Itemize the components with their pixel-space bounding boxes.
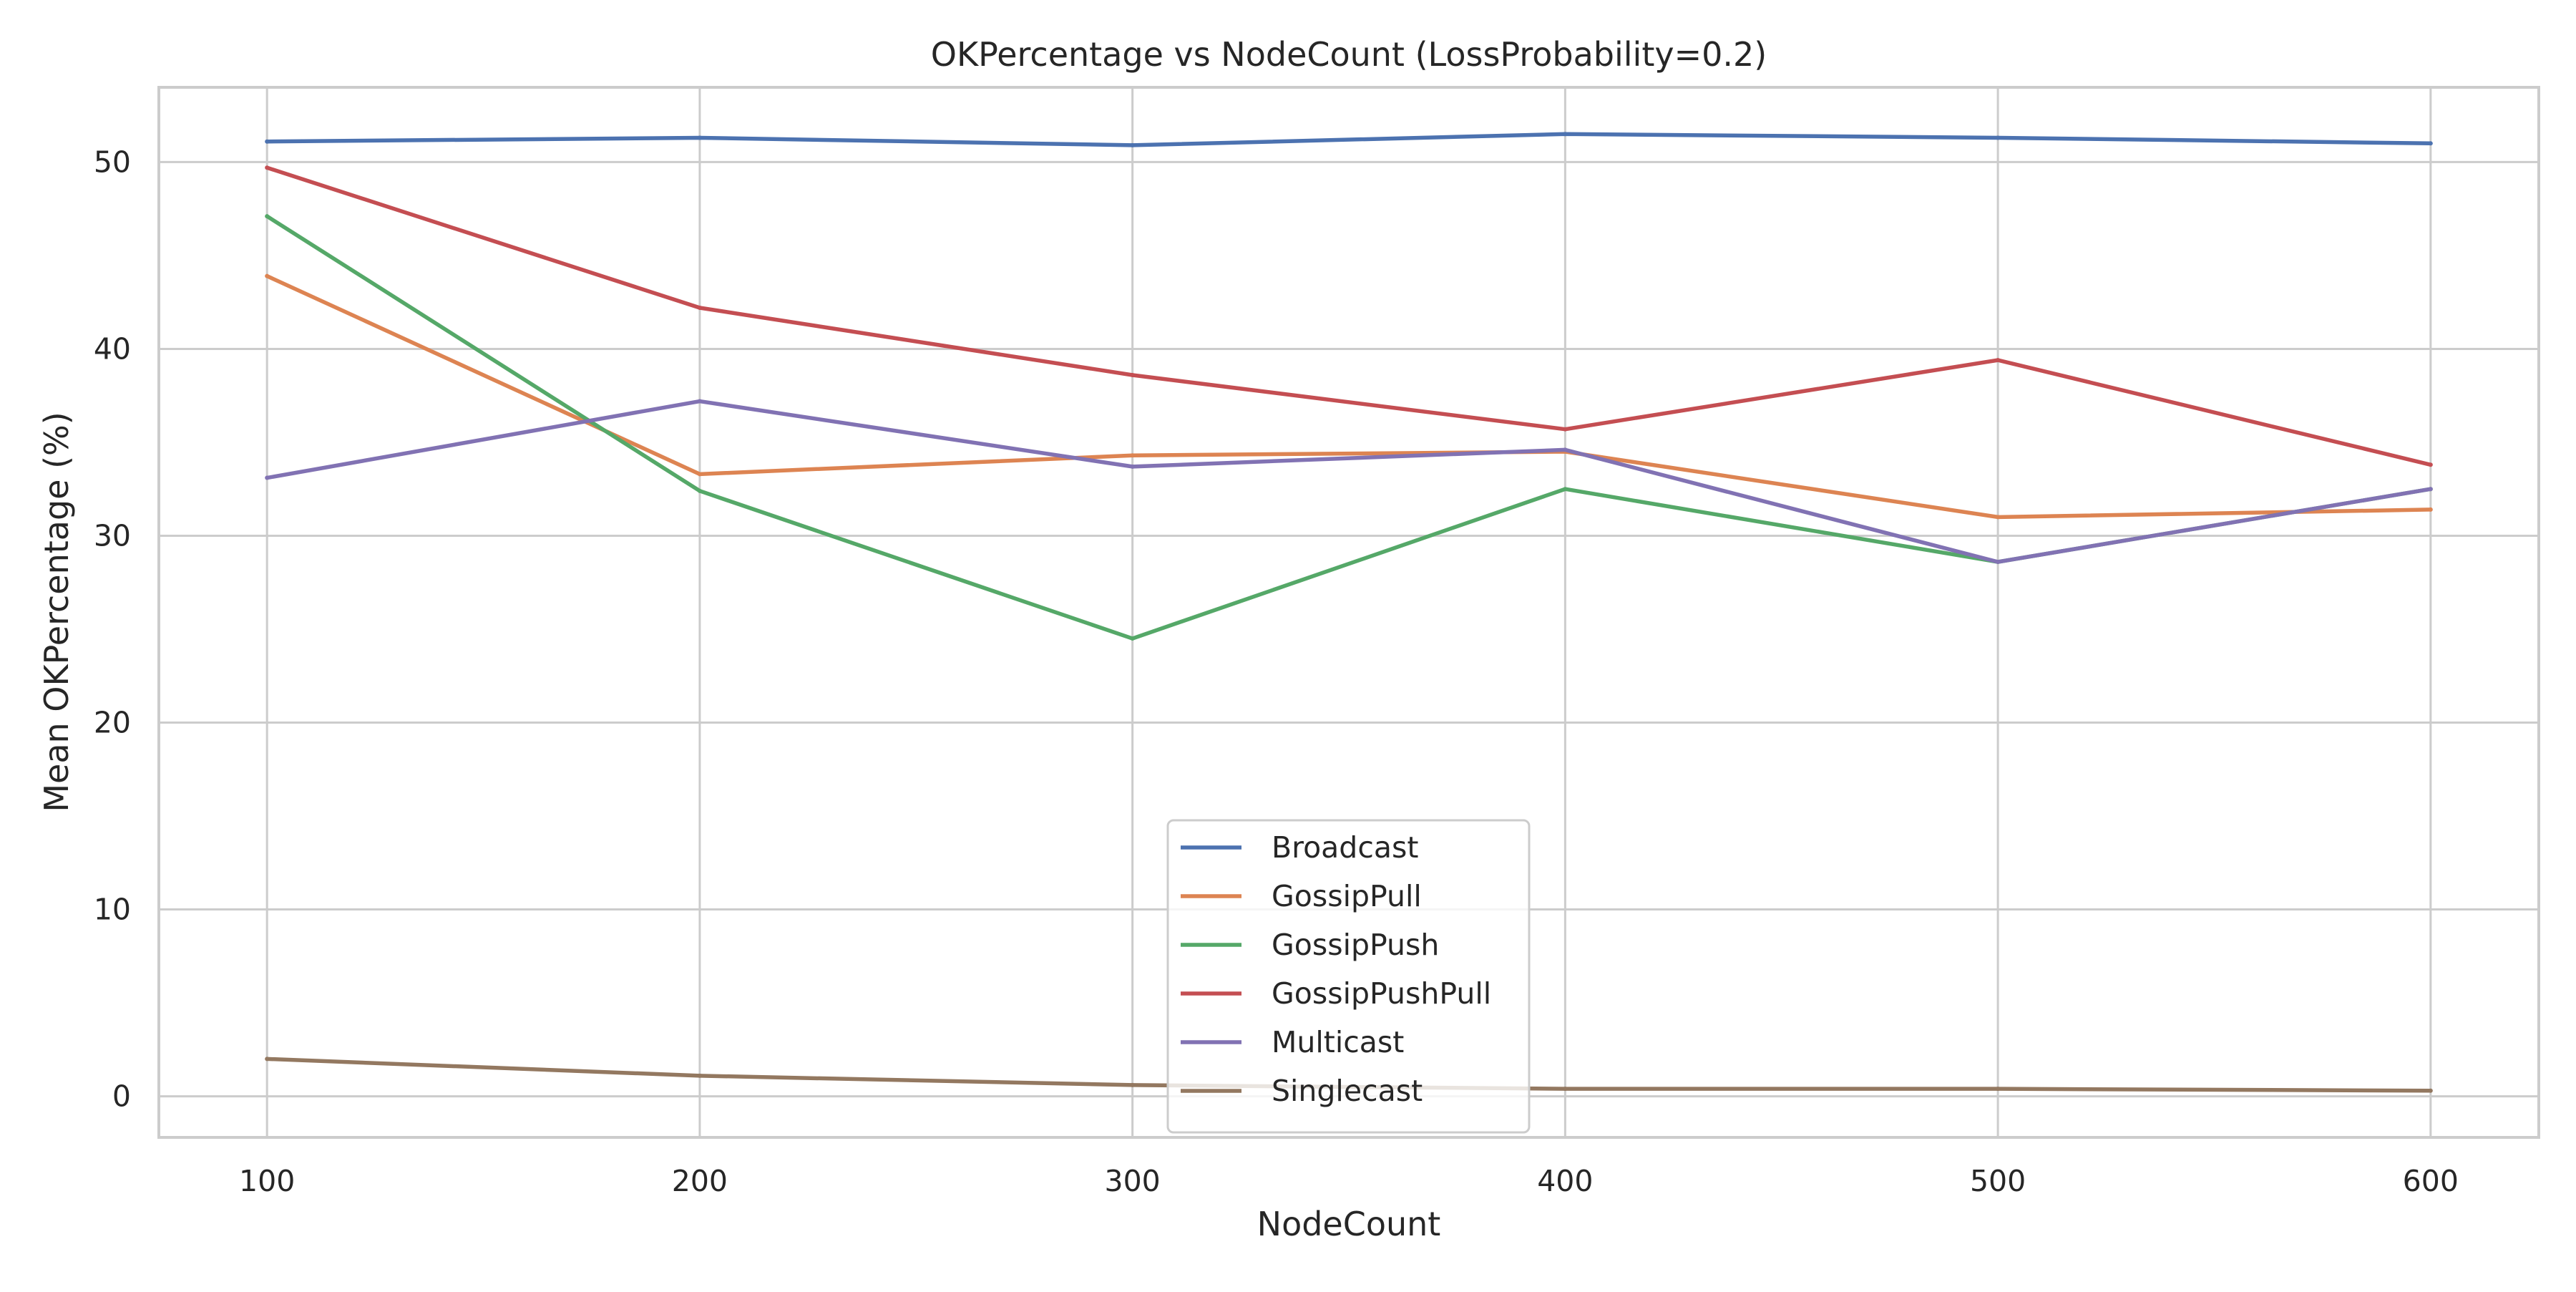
data-point-gossippushpull	[1563, 427, 1568, 432]
y-tick-label: 10	[94, 893, 131, 927]
data-point-gossippushpull	[1130, 372, 1135, 377]
data-point-multicast	[265, 475, 270, 480]
data-point-multicast	[1130, 464, 1135, 469]
legend-label: Singlecast	[1272, 1074, 1423, 1108]
y-tick-labels: 0 10 20 30 40 50	[94, 145, 131, 1113]
legend-label: Multicast	[1272, 1025, 1404, 1059]
x-tick-label: 100	[239, 1164, 295, 1198]
data-point-multicast	[1996, 560, 2001, 565]
x-tick-label: 500	[1970, 1164, 2026, 1198]
data-point-gossippull	[2428, 507, 2433, 512]
series-gossippushpull	[265, 165, 2433, 467]
legend-item-singlecast: Singlecast	[1181, 1074, 1423, 1108]
data-point-multicast	[1563, 447, 1568, 452]
series-line-gossippull	[265, 273, 2433, 520]
data-point-gossippull	[1130, 453, 1135, 458]
data-point-gossippushpull	[2428, 462, 2433, 467]
chart-title: OKPercentage vs NodeCount (LossProbabili…	[931, 35, 1767, 74]
data-point-gossippush	[1563, 487, 1568, 492]
series-line-broadcast	[265, 132, 2433, 147]
legend-label: GossipPushPull	[1272, 976, 1491, 1011]
legend-item-multicast: Multicast	[1181, 1025, 1404, 1059]
data-point-gossippush	[265, 214, 270, 219]
series-broadcast	[265, 132, 2433, 147]
data-point-singlecast	[1996, 1087, 2001, 1092]
series-line-multicast	[265, 399, 2433, 564]
data-point-singlecast	[1130, 1082, 1135, 1087]
data-point-broadcast	[697, 135, 702, 140]
y-tick-label: 0	[112, 1079, 131, 1114]
data-point-singlecast	[1563, 1087, 1568, 1092]
legend-box	[1166, 819, 1531, 1134]
data-point-multicast	[697, 399, 702, 404]
data-point-broadcast	[1130, 142, 1135, 147]
data-point-broadcast	[265, 139, 270, 144]
data-point-multicast	[2428, 487, 2433, 492]
data-point-singlecast	[2428, 1088, 2433, 1093]
legend-label: GossipPush	[1272, 928, 1439, 962]
data-point-gossippushpull	[697, 306, 702, 311]
x-axis-label: NodeCount	[1257, 1205, 1441, 1243]
legend-item-broadcast: Broadcast	[1181, 830, 1418, 865]
x-tick-label: 300	[1105, 1164, 1161, 1198]
data-point-gossippush	[697, 488, 702, 493]
data-point-gossippushpull	[265, 165, 270, 170]
legend-item-gossippushpull: GossipPushPull	[1181, 976, 1491, 1011]
data-point-broadcast	[1996, 135, 2001, 140]
data-point-broadcast	[1563, 132, 1568, 137]
y-tick-label: 40	[94, 331, 131, 366]
x-tick-label: 400	[1537, 1164, 1593, 1198]
y-tick-label: 50	[94, 145, 131, 179]
y-tick-label: 30	[94, 518, 131, 553]
data-point-gossippull	[697, 472, 702, 477]
data-point-gossippull	[265, 273, 270, 278]
legend-label: Broadcast	[1272, 830, 1418, 865]
data-point-broadcast	[2428, 141, 2433, 146]
series-line-gossippushpull	[265, 165, 2433, 467]
data-point-singlecast	[697, 1073, 702, 1078]
data-point-singlecast	[265, 1057, 270, 1062]
data-point-gossippush	[1130, 636, 1135, 641]
x-tick-label: 600	[2403, 1164, 2459, 1198]
x-tick-labels: 100 200 300 400 500 600	[239, 1164, 2459, 1198]
legend-item-gossippull: GossipPull	[1181, 879, 1422, 913]
data-point-gossippushpull	[1996, 358, 2001, 363]
legend-item-gossippush: GossipPush	[1181, 928, 1439, 962]
legend-label: GossipPull	[1272, 879, 1422, 913]
legend: Broadcast GossipPull GossipPush GossipPushP…	[1166, 819, 1531, 1134]
series-multicast	[265, 399, 2433, 565]
x-tick-label: 200	[672, 1164, 728, 1198]
series-lines	[265, 132, 2433, 1093]
plot-area-frame	[157, 86, 2540, 1139]
y-tick-label: 20	[94, 706, 131, 740]
y-axis-label: Mean OKPercentage (%)	[37, 412, 76, 812]
data-point-gossippull	[1996, 515, 2001, 520]
